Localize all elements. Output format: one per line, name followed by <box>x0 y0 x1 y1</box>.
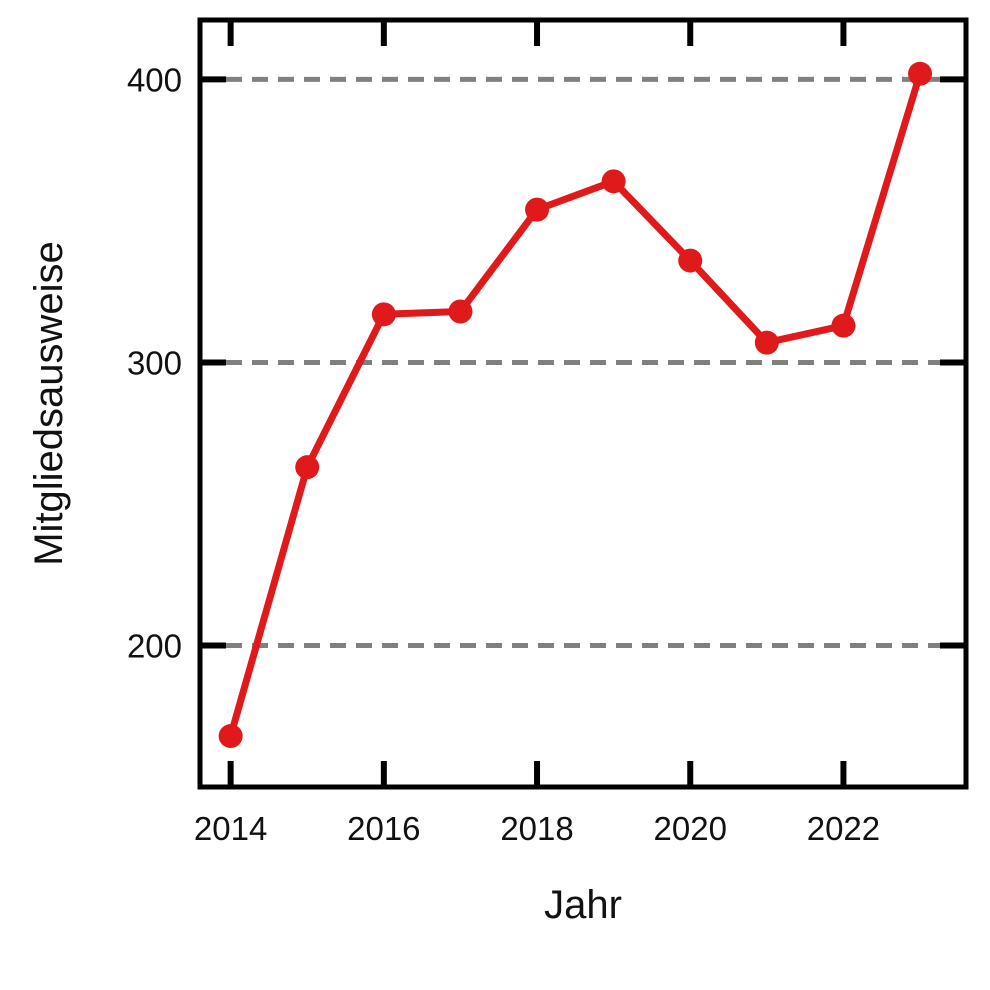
x-tick-label: 2016 <box>347 810 420 847</box>
y-tick-label: 200 <box>127 627 182 664</box>
x-tick-label: 2020 <box>654 810 727 847</box>
tick-labels: 200 300 400 2014 2016 2018 2020 2022 <box>127 61 880 847</box>
data-point <box>371 302 396 327</box>
x-tick-label: 2018 <box>500 810 573 847</box>
data-point <box>754 330 779 355</box>
y-tick-label: 400 <box>127 61 182 98</box>
x-tick-label: 2014 <box>194 810 267 847</box>
data-point <box>678 248 703 273</box>
x-tick-label: 2022 <box>807 810 880 847</box>
series <box>218 61 933 749</box>
plot-frame <box>197 17 969 790</box>
data-point <box>908 61 933 86</box>
data-point <box>525 197 550 222</box>
data-point <box>448 299 473 324</box>
data-point <box>218 724 243 749</box>
y-tick-label: 300 <box>127 344 182 381</box>
data-point <box>295 455 320 480</box>
y-axis-title: Mitgliedsausweise <box>27 241 71 566</box>
x-axis-title: Jahr <box>544 883 622 927</box>
series-line <box>227 70 924 740</box>
gridlines <box>200 76 966 648</box>
data-point <box>831 313 856 338</box>
ticks <box>200 20 966 787</box>
data-point <box>601 169 626 194</box>
